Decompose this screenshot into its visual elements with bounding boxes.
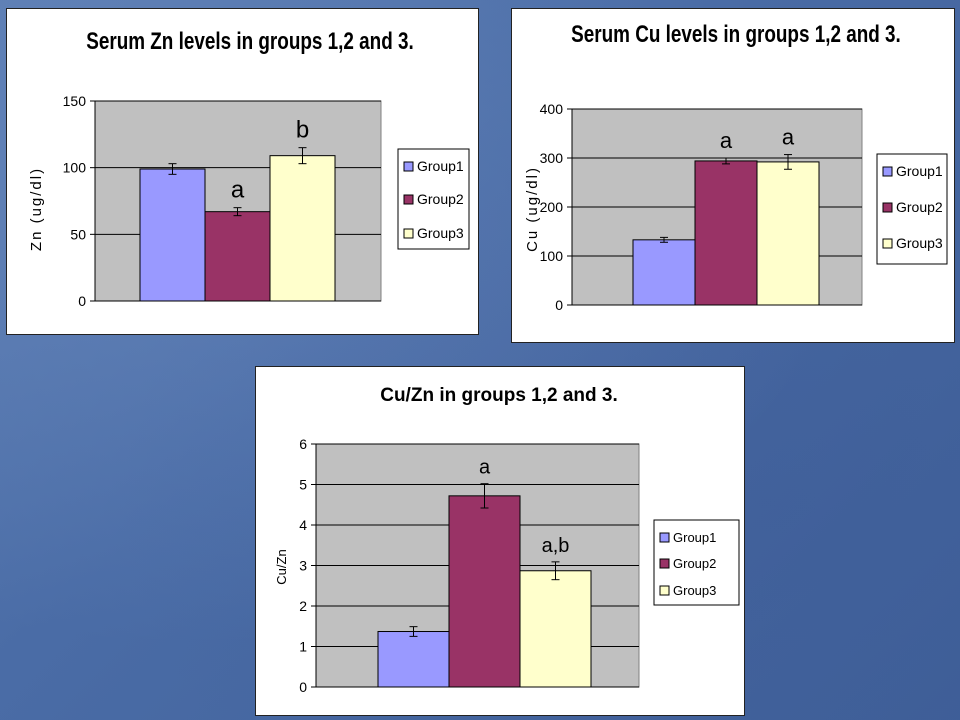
chart-title: Serum Cu levels in groups 1,2 and 3. xyxy=(571,20,901,48)
y-tick-label: 0 xyxy=(78,293,86,309)
legend-swatch xyxy=(403,161,414,172)
y-tick-label: 200 xyxy=(540,199,564,215)
zn-chart: Serum Zn levels in groups 1,2 and 3. 0 50 1… xyxy=(28,27,470,309)
legend-swatch xyxy=(403,194,414,205)
significance-annotation: a xyxy=(479,457,491,479)
y-tick-label: 6 xyxy=(299,436,307,452)
legend-label: Group1 xyxy=(417,158,464,174)
legend-swatch xyxy=(882,166,893,177)
cu-chart: Serum Cu levels in groups 1,2 and 3. 0 100… xyxy=(524,20,948,313)
significance-annotation: a xyxy=(231,177,245,204)
legend-label: Group2 xyxy=(417,191,464,207)
y-tick-label: 0 xyxy=(299,679,307,695)
y-axis-label: Cu (ug/dl) xyxy=(524,166,541,252)
legend-label: Group2 xyxy=(673,556,716,571)
y-tick-label: 0 xyxy=(555,297,563,313)
bar-group1 xyxy=(377,631,450,688)
y-tick-label: 100 xyxy=(63,160,87,176)
bar-group1 xyxy=(139,168,206,302)
y-tick-label: 300 xyxy=(540,150,564,166)
y-tick-label: 1 xyxy=(299,639,307,655)
y-tick-label: 400 xyxy=(540,101,564,117)
bar-group1 xyxy=(632,239,696,306)
bar-group2 xyxy=(694,160,758,306)
legend-label: Group2 xyxy=(896,199,943,215)
bar-group3 xyxy=(756,161,820,306)
significance-annotation: a,b xyxy=(542,535,570,557)
significance-annotation: b xyxy=(296,117,309,144)
bar-group2 xyxy=(204,211,271,302)
legend-swatch xyxy=(659,585,670,596)
cu-zn-ratio-chart: Cu/Zn in groups 1,2 and 3. 0 1 2 3 4 5 6 Cu/Zn a a… xyxy=(274,385,740,695)
y-tick-label: 100 xyxy=(540,248,564,264)
legend-swatch xyxy=(659,532,670,543)
y-tick-label: 150 xyxy=(63,93,87,109)
legend-label: Group3 xyxy=(417,225,464,241)
legend-swatch xyxy=(403,228,414,239)
legend-label: Group3 xyxy=(896,235,943,251)
bar-group2 xyxy=(448,495,521,688)
y-tick-label: 50 xyxy=(70,226,86,242)
y-tick-label: 4 xyxy=(299,517,307,533)
legend-swatch xyxy=(882,238,893,249)
legend-label: Group3 xyxy=(673,583,716,598)
legend-swatch xyxy=(659,558,670,569)
chart-title: Serum Zn levels in groups 1,2 and 3. xyxy=(86,27,414,55)
y-axis-label: Zn (ug/dl) xyxy=(28,167,45,251)
significance-annotation: a xyxy=(720,128,733,153)
y-tick-label: 2 xyxy=(299,598,307,614)
y-tick-label: 3 xyxy=(299,558,307,574)
y-axis-label: Cu/Zn xyxy=(274,549,289,584)
chart-title: Cu/Zn in groups 1,2 and 3. xyxy=(380,385,618,406)
legend-swatch xyxy=(882,202,893,213)
bar-group3 xyxy=(269,155,336,302)
cu-chart-panel: Serum Cu levels in groups 1,2 and 3. 0 100… xyxy=(511,8,955,343)
cu-zn-ratio-chart-panel: Cu/Zn in groups 1,2 and 3. 0 1 2 3 4 5 6 Cu/Zn a a… xyxy=(255,366,745,716)
significance-annotation: a xyxy=(782,125,795,150)
legend-label: Group1 xyxy=(896,163,943,179)
bar-group3 xyxy=(519,570,592,688)
zn-chart-panel: Serum Zn levels in groups 1,2 and 3. 0 50 1… xyxy=(6,8,479,335)
legend-label: Group1 xyxy=(673,530,716,545)
y-tick-label: 5 xyxy=(299,477,307,493)
